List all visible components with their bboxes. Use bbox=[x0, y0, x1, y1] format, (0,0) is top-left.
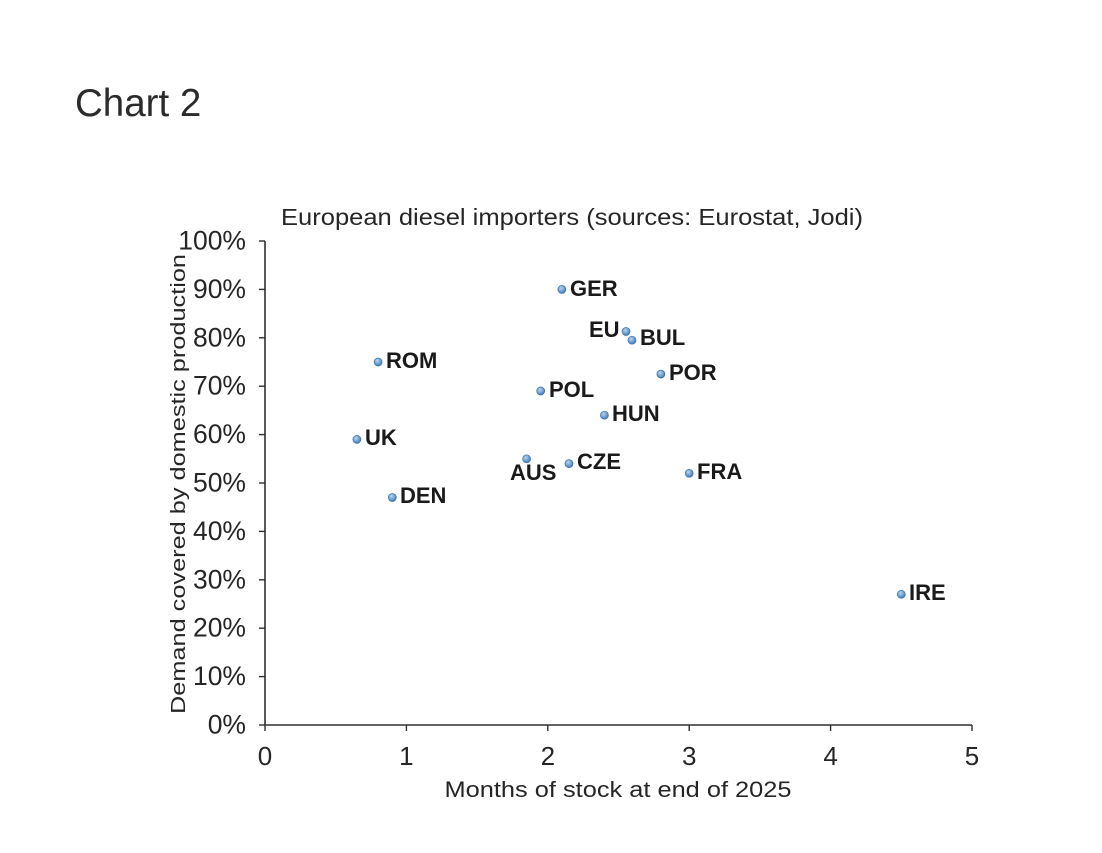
svg-text:CZE: CZE bbox=[577, 449, 621, 474]
svg-text:30%: 30% bbox=[193, 564, 246, 594]
svg-text:0%: 0% bbox=[208, 710, 246, 740]
svg-text:AUS: AUS bbox=[510, 460, 556, 485]
svg-text:FRA: FRA bbox=[697, 459, 742, 484]
svg-text:80%: 80% bbox=[193, 322, 246, 352]
svg-text:Demand covered by domestic pro: Demand covered by domestic production bbox=[168, 254, 190, 714]
svg-text:Months of stock at end of 2025: Months of stock at end of 2025 bbox=[445, 777, 792, 802]
svg-text:POR: POR bbox=[669, 360, 717, 385]
svg-text:40%: 40% bbox=[193, 516, 246, 546]
svg-text:2: 2 bbox=[541, 741, 555, 771]
svg-text:GER: GER bbox=[570, 276, 618, 301]
svg-text:DEN: DEN bbox=[400, 483, 446, 508]
svg-text:70%: 70% bbox=[193, 371, 246, 401]
svg-text:90%: 90% bbox=[193, 274, 246, 304]
svg-text:4: 4 bbox=[823, 741, 837, 771]
svg-text:IRE: IRE bbox=[909, 580, 946, 605]
svg-text:UK: UK bbox=[365, 425, 397, 450]
svg-text:60%: 60% bbox=[193, 419, 246, 449]
svg-text:ROM: ROM bbox=[386, 348, 437, 373]
svg-text:European diesel importers (sou: European diesel importers (sources: Euro… bbox=[281, 204, 863, 230]
svg-text:1: 1 bbox=[399, 741, 413, 771]
svg-text:3: 3 bbox=[682, 741, 696, 771]
svg-text:20%: 20% bbox=[193, 613, 246, 643]
svg-text:0: 0 bbox=[258, 741, 272, 771]
svg-text:HUN: HUN bbox=[612, 401, 660, 426]
svg-text:50%: 50% bbox=[193, 468, 246, 498]
svg-text:BUL: BUL bbox=[640, 325, 685, 350]
svg-text:EU: EU bbox=[589, 317, 620, 342]
svg-text:100%: 100% bbox=[178, 226, 246, 256]
svg-text:10%: 10% bbox=[193, 661, 246, 691]
svg-text:POL: POL bbox=[549, 377, 594, 402]
svg-text:5: 5 bbox=[965, 741, 979, 771]
